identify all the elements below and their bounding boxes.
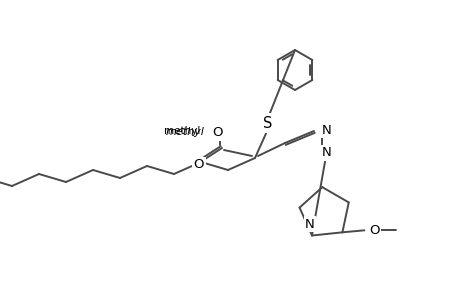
Text: N: N (321, 124, 331, 136)
Text: methyl: methyl (165, 127, 203, 137)
Text: N: N (321, 146, 331, 160)
Text: N: N (304, 218, 314, 230)
Text: O: O (368, 224, 379, 237)
Text: methyl: methyl (163, 126, 200, 136)
Text: O: O (193, 158, 204, 172)
Text: S: S (263, 116, 272, 130)
Text: O: O (212, 127, 223, 140)
